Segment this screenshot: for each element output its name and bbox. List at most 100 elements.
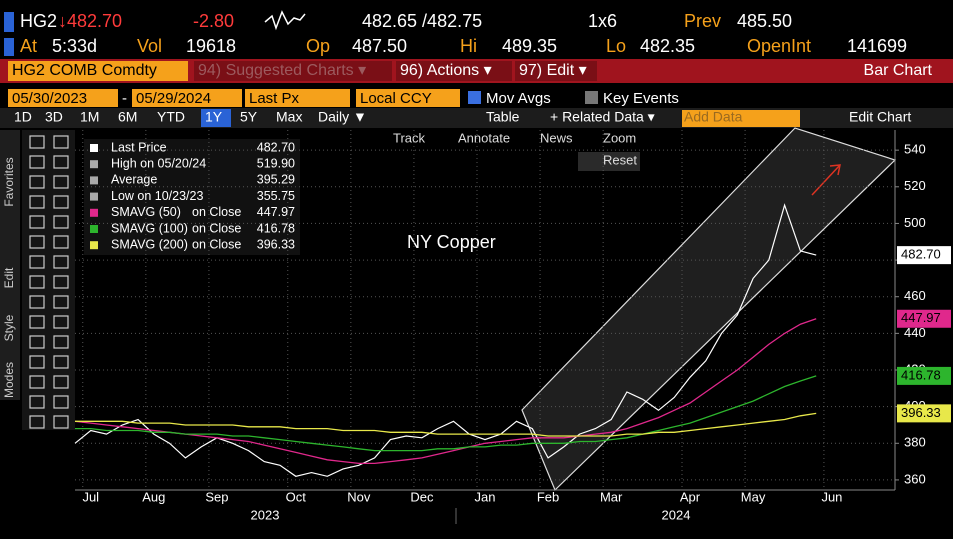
x-tick-label: Dec [410, 489, 434, 504]
side-tab[interactable]: Style [2, 314, 16, 341]
tool-icon[interactable] [29, 415, 45, 429]
period-button[interactable]: 1Y [205, 109, 223, 125]
menu-item[interactable]: 97) Edit ▾ [519, 62, 587, 79]
tool-icon[interactable] [29, 215, 45, 229]
chart-tool[interactable]: Track [393, 130, 426, 145]
security-box[interactable] [8, 61, 188, 81]
tool-icon[interactable] [29, 255, 45, 269]
menu-button[interactable] [194, 61, 392, 81]
legend-swatch [90, 192, 98, 201]
tool-icon[interactable] [53, 355, 69, 369]
chart-tool[interactable]: Reset [603, 152, 637, 167]
legend-suffix: on Close [192, 237, 241, 251]
header-field: 482.35 [640, 36, 695, 56]
add-data[interactable]: Add Data [684, 109, 743, 125]
period-button[interactable]: 1M [80, 109, 99, 125]
input-box[interactable] [245, 89, 350, 107]
chart-tool[interactable]: Zoom [603, 130, 636, 145]
tool-icon[interactable] [29, 395, 45, 409]
tool-icon[interactable] [53, 215, 69, 229]
period-button[interactable]: Max [276, 109, 302, 125]
setting[interactable]: Local CCY [360, 90, 432, 107]
period-button[interactable]: YTD [157, 109, 185, 125]
tool-icon[interactable] [29, 175, 45, 189]
input-box[interactable] [356, 89, 460, 107]
menu-item[interactable]: 96) Actions ▾ [400, 62, 492, 79]
tool-icon[interactable] [29, 275, 45, 289]
tool-icon[interactable] [53, 375, 69, 389]
related-data[interactable]: + Related Data ▾ [550, 109, 655, 125]
tool-icon[interactable] [29, 135, 45, 149]
legend-value: 395.29 [257, 173, 295, 187]
tool-icon[interactable] [53, 335, 69, 349]
input-box[interactable] [8, 89, 118, 107]
header-field: -2.80 [193, 11, 234, 31]
tool-icon[interactable] [53, 295, 69, 309]
legend-value: 447.97 [257, 205, 295, 219]
series-line [75, 375, 817, 452]
tool-icon[interactable] [29, 335, 45, 349]
tool-icon[interactable] [29, 355, 45, 369]
menu-button[interactable] [396, 61, 512, 81]
legend-swatch [90, 176, 98, 185]
year-label: 2023 [251, 507, 280, 522]
table-button[interactable]: Table [486, 109, 520, 125]
side-tab[interactable]: Edit [2, 267, 16, 288]
setting[interactable]: 05/30/2023 [12, 90, 87, 107]
tool-icon[interactable] [29, 155, 45, 169]
option[interactable]: Key Events [603, 90, 679, 107]
add-data-input[interactable] [682, 110, 800, 127]
tool-icon[interactable] [53, 155, 69, 169]
security[interactable]: HG2 COMB Comdty [12, 62, 157, 79]
side-tab[interactable]: Favorites [2, 157, 16, 206]
value-tag [897, 366, 951, 385]
period-button[interactable]: 1D [14, 109, 32, 125]
chart-tool[interactable]: News [540, 130, 573, 145]
tool-icon[interactable] [29, 375, 45, 389]
annotation-arrow-head [829, 164, 841, 176]
tool-icon[interactable] [29, 295, 45, 309]
separator: - [122, 90, 127, 107]
side-tab[interactable]: Modes [2, 362, 16, 398]
period-button[interactable]: 3D [45, 109, 63, 125]
tool-icon[interactable] [29, 195, 45, 209]
tool-icon[interactable] [53, 395, 69, 409]
menu-item[interactable]: 94) Suggested Charts ▾ [198, 62, 366, 79]
tool-icon[interactable] [53, 275, 69, 289]
checkbox[interactable] [468, 91, 481, 104]
frequency[interactable]: Daily ▼ [318, 109, 367, 125]
year-label: 2024 [662, 507, 691, 522]
period-button[interactable]: 6M [118, 109, 137, 125]
tool-icon[interactable] [53, 175, 69, 189]
tool-icon[interactable] [53, 195, 69, 209]
x-tick-label: Oct [286, 489, 307, 504]
series-line [74, 203, 817, 477]
edit-chart[interactable]: Edit Chart [849, 109, 911, 125]
tool-icon[interactable] [53, 255, 69, 269]
setting[interactable]: 05/29/2024 [136, 90, 211, 107]
tool-icon[interactable] [53, 415, 69, 429]
option[interactable]: Mov Avgs [486, 90, 551, 107]
checkbox[interactable] [585, 91, 598, 104]
tool-icon[interactable] [53, 135, 69, 149]
reset-button[interactable] [578, 152, 640, 171]
chart-type: Bar Chart [864, 62, 933, 79]
header-field: OpenInt [747, 36, 811, 56]
tool-icon[interactable] [53, 315, 69, 329]
x-tick-label: Nov [347, 489, 371, 504]
input-box[interactable] [132, 89, 242, 107]
setting[interactable]: Last Px [249, 90, 300, 107]
tool-icon[interactable] [53, 235, 69, 249]
period-button[interactable]: 5Y [240, 109, 258, 125]
legend-label: Low on 10/23/23 [111, 189, 203, 203]
value-tag [897, 309, 951, 328]
menu-button[interactable] [515, 61, 597, 81]
legend-value: 396.33 [257, 237, 295, 251]
tool-icon[interactable] [29, 315, 45, 329]
header-field: 5:33d [52, 36, 97, 56]
header-field: 485.50 [737, 11, 792, 31]
header-field: 487.50 [352, 36, 407, 56]
chart-tool[interactable]: Annotate [458, 130, 510, 145]
tool-icon[interactable] [29, 235, 45, 249]
